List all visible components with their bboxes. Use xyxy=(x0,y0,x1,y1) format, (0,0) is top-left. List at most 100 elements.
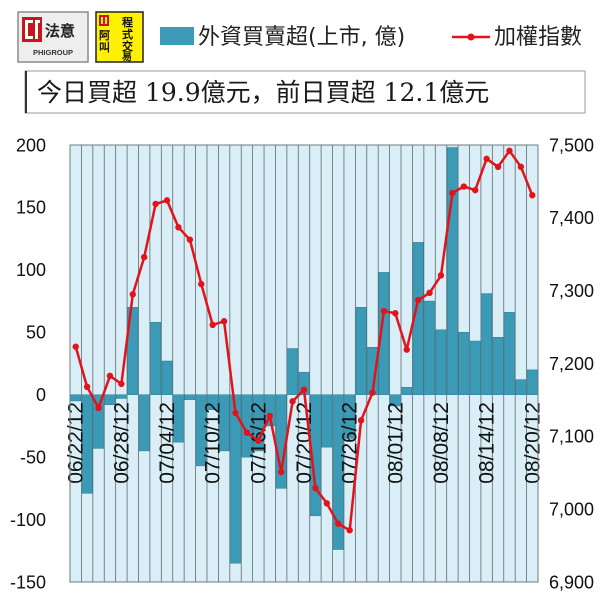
program-logo-char: 交 xyxy=(122,39,133,53)
net-buy-bar-9 xyxy=(173,394,184,443)
left-tick-label-5: -50 xyxy=(20,447,46,467)
index-point-35 xyxy=(472,186,479,194)
net-buy-bar-27 xyxy=(378,272,390,395)
x-tick-label-4: 06/28/12 xyxy=(110,402,133,484)
net-buy-bar-39 xyxy=(515,379,527,395)
index-point-29 xyxy=(403,346,410,353)
index-point-34 xyxy=(460,183,468,190)
left-axis-tick-labels: 200 150 100 50 0 -50 -100 -150 xyxy=(10,135,46,592)
right-tick-label-3: 7,200 xyxy=(549,354,594,374)
net-buy-bar-19 xyxy=(287,348,298,395)
net-buy-bar-32 xyxy=(435,329,447,395)
index-point-32 xyxy=(437,272,445,279)
net-buy-bar-16 xyxy=(252,394,264,452)
plot-frame xyxy=(69,144,539,583)
x-tick-label-36: 08/14/12 xyxy=(476,402,499,484)
index-point-39 xyxy=(517,163,525,171)
right-tick-label-0: 7,500 xyxy=(549,135,594,155)
net-buy-bar-8 xyxy=(161,360,173,395)
net-buy-bar-7 xyxy=(150,322,161,395)
program-logo-char: 式 xyxy=(122,27,133,41)
x-tick-label-12: 07/10/12 xyxy=(202,402,225,484)
index-point-28 xyxy=(392,310,399,317)
net-buy-bar-11 xyxy=(195,394,207,467)
index-point-33 xyxy=(449,189,456,197)
index-point-15 xyxy=(243,429,251,436)
net-buy-bar-38 xyxy=(504,312,515,395)
net-buy-bar-40 xyxy=(526,369,538,395)
net-buy-bar-23 xyxy=(332,394,344,550)
net-buy-bar-34 xyxy=(458,332,470,395)
program-logo-char: 易 xyxy=(122,51,132,63)
right-axis-tick-labels: 7,500 7,400 7,300 7,200 7,100 7,000 6,900 xyxy=(549,135,594,592)
right-tick-label-1: 7,400 xyxy=(549,208,594,228)
index-point-23 xyxy=(335,520,342,527)
net-buy-bar-25 xyxy=(355,307,367,395)
x-axis-tick-labels: 06/22/1206/28/1207/04/1207/10/1207/16/12… xyxy=(65,402,545,484)
net-buy-bar-4 xyxy=(116,394,127,399)
phigroup-logo-name: 法意 xyxy=(45,22,75,40)
left-tick-label-3: 50 xyxy=(26,323,46,343)
index-series xyxy=(72,147,536,534)
index-point-17 xyxy=(266,412,273,420)
net-buy-bar-13 xyxy=(218,394,230,452)
index-point-22 xyxy=(323,500,331,507)
left-tick-label-1: 150 xyxy=(16,198,46,218)
index-point-4 xyxy=(118,380,125,388)
index-point-8 xyxy=(163,197,171,204)
program-logo-icon xyxy=(99,15,109,26)
index-point-16 xyxy=(255,437,262,444)
net-buy-bar-21 xyxy=(310,394,321,517)
x-tick-label-32: 08/08/12 xyxy=(430,402,453,484)
net-buy-bar-1 xyxy=(81,394,93,494)
index-point-10 xyxy=(186,236,194,243)
legend: 外資買賣超(上市, 億) 加權指數 xyxy=(160,25,582,50)
left-tick-label-0: 200 xyxy=(16,135,46,155)
net-buy-bar-10 xyxy=(184,394,196,400)
left-tick-label-4: 0 xyxy=(36,385,46,405)
net-buy-bar-24 xyxy=(344,394,356,439)
program-logo-char: 阿 xyxy=(99,28,110,42)
phi-logo-icon xyxy=(22,17,42,42)
net-buy-bar-6 xyxy=(138,394,150,452)
x-tick-label-8: 07/04/12 xyxy=(156,402,179,484)
headline-box: 今日買超 19.9億元，前日買超 12.1億元 xyxy=(24,70,586,114)
legend-line-label: 加權指數 xyxy=(494,25,582,50)
index-point-1 xyxy=(83,383,91,391)
legend-line-marker xyxy=(467,33,475,41)
left-tick-label-2: 100 xyxy=(16,260,46,280)
net-buy-bar-3 xyxy=(104,394,116,405)
index-point-2 xyxy=(95,404,102,412)
left-tick-label-6: -100 xyxy=(10,510,46,530)
index-point-24 xyxy=(346,527,353,534)
x-tick-label-0: 06/22/12 xyxy=(65,402,88,484)
net-buy-bar-12 xyxy=(207,394,219,410)
index-point-13 xyxy=(220,318,228,325)
index-point-9 xyxy=(175,224,182,231)
index-point-37 xyxy=(494,163,502,171)
left-tick-label-7: -150 xyxy=(10,572,46,592)
net-buy-bars xyxy=(70,147,538,564)
index-point-6 xyxy=(140,253,148,261)
index-point-3 xyxy=(106,372,114,380)
index-point-36 xyxy=(483,155,490,163)
gridlines xyxy=(69,145,539,582)
program-trading-logo: 程 阿 式 叫 交 易 xyxy=(95,11,144,63)
index-point-30 xyxy=(414,296,422,304)
index-point-18 xyxy=(277,468,285,476)
net-buy-bar-29 xyxy=(401,386,413,395)
index-point-40 xyxy=(529,192,536,199)
headline-text: 今日買超 19.9億元，前日買超 12.1億元 xyxy=(37,78,489,107)
x-tick-label-28: 08/01/12 xyxy=(384,402,407,484)
net-buy-bar-2 xyxy=(93,394,104,449)
index-point-27 xyxy=(380,307,388,315)
x-tick-label-40: 08/20/12 xyxy=(521,402,544,484)
index-point-26 xyxy=(369,389,376,396)
index-point-14 xyxy=(232,409,239,417)
phigroup-logo: 法意 PHIGROUP xyxy=(17,11,89,63)
index-point-5 xyxy=(129,291,136,298)
net-buy-bar-37 xyxy=(492,337,504,395)
phigroup-logo-sub: PHIGROUP xyxy=(33,48,73,57)
